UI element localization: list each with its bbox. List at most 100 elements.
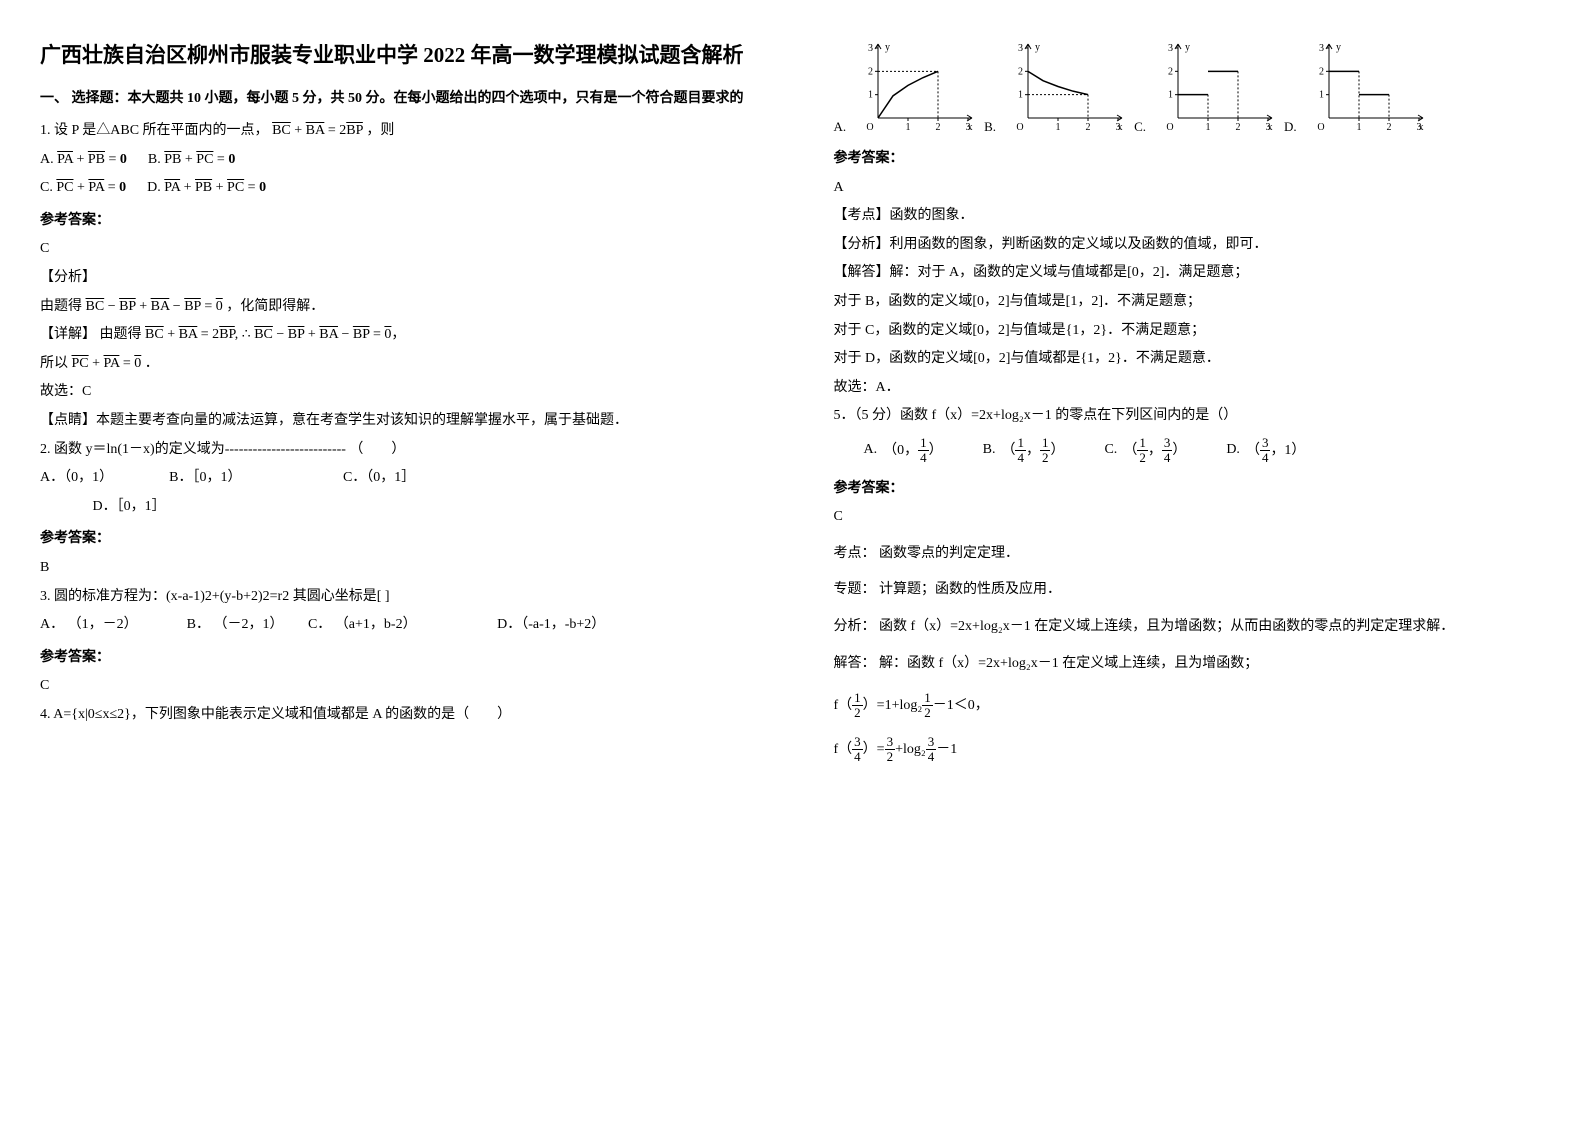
q1-optB-label: B. xyxy=(148,152,161,167)
svg-text:2: 2 xyxy=(1235,122,1240,133)
q3-optD: D．（-a-1，-b+2） xyxy=(497,617,605,632)
svg-text:2: 2 xyxy=(1086,122,1091,133)
q1-optB: PB + PC = 0 xyxy=(164,152,235,167)
q3-stem: 3. 圆的标准方程为：(x-a-1)2+(y-b+2)2=r2 其圆心坐标是[ … xyxy=(40,584,754,611)
svg-text:2: 2 xyxy=(936,122,941,133)
svg-text:O: O xyxy=(1016,122,1023,133)
q5-optD-label: D. xyxy=(1226,437,1240,464)
svg-text:x: x xyxy=(968,122,973,133)
svg-text:y: y xyxy=(885,42,890,53)
q1-detail-a: 由题得 xyxy=(100,327,142,342)
q5-optC-label: C. xyxy=(1104,437,1117,464)
q1-analysis-head: 【分析】 xyxy=(40,265,754,292)
svg-text:3: 3 xyxy=(1319,43,1324,54)
q5-optB-label: B. xyxy=(983,437,996,464)
svg-text:2: 2 xyxy=(1319,66,1324,77)
q1-suoyi-c: ． xyxy=(145,356,159,371)
q1-suoyi-a: 所以 xyxy=(40,356,68,371)
q1-gu: 故选：C xyxy=(40,379,754,406)
q4-kd: 【考点】函数的图象． xyxy=(834,203,1548,230)
q5-zt: 专题： 计算题；函数的性质及应用． xyxy=(834,577,1548,604)
svg-text:2: 2 xyxy=(868,66,873,77)
q1-analysis-c: ，化简即得解． xyxy=(226,299,324,314)
left-column: 广西壮族自治区柳州市服装专业职业中学 2022 年高一数学理模拟试题含解析 一、… xyxy=(0,0,794,1122)
q1-stem: 1. 设 P 是△ABC 所在平面内的一点， BC + BA = 2BP ，则 xyxy=(40,118,754,145)
q5-optA-text: （0，14） xyxy=(883,436,943,466)
q3-answer: C xyxy=(40,673,754,700)
q5-jd: 解答： 解：函数 f（x）=2x+log₂x－1 在定义域上连续，且为增函数； xyxy=(834,651,1548,678)
svg-text:3: 3 xyxy=(868,43,873,54)
q3-opts: A． （1，－2） B． （－2，1） C． （a+1，b-2） D．（-a-1… xyxy=(40,612,754,639)
svg-text:1: 1 xyxy=(1319,90,1324,101)
q2-opts-row2: D．［0，1］ xyxy=(40,494,754,521)
section-1-heading: 一、 选择题：本大题共 10 小题，每小题 5 分，共 50 分。在每小题给出的… xyxy=(40,86,754,113)
svg-text:2: 2 xyxy=(1018,66,1023,77)
q1-answer: C xyxy=(40,236,754,263)
q2-optB: B．［0，1） xyxy=(169,470,241,485)
svg-text:O: O xyxy=(867,122,874,133)
svg-text:O: O xyxy=(1166,122,1173,133)
graph-C: 123123Oxy xyxy=(1156,40,1276,140)
q1-analysis-a: 由题得 xyxy=(40,299,82,314)
svg-text:1: 1 xyxy=(1056,122,1061,133)
q4-gu: 故选：A． xyxy=(834,375,1548,402)
q1-optC-label: C. xyxy=(40,180,53,195)
q3-optB: B． （－2，1） xyxy=(187,617,284,632)
q5-f1: f（12）=1+log₂12－1＜0， xyxy=(834,691,1548,721)
q3-optC: C． （a+1，b-2） xyxy=(308,617,417,632)
graph-B: 123123Oxy xyxy=(1006,40,1126,140)
q1-opts-row2: C. PC + PA = 0 D. PA + PB + PC = 0 xyxy=(40,175,754,202)
graph-A: 123123Oxy xyxy=(856,40,976,140)
q5-optA-label: A. xyxy=(864,437,878,464)
q5-optA: A. （0，14） xyxy=(864,436,943,466)
q5-optB-text: （14，12） xyxy=(1001,436,1064,466)
graph-D: 123123Oxy xyxy=(1307,40,1427,140)
q1-optD-label: D. xyxy=(147,180,161,195)
q3-answer-heading: 参考答案： xyxy=(40,645,754,672)
svg-text:O: O xyxy=(1317,122,1324,133)
svg-text:x: x xyxy=(1118,122,1123,133)
q1-analysis: 由题得 BC − BP + BA − BP = 0 ，化简即得解． xyxy=(40,294,754,321)
q5-kd: 考点： 函数零点的判定定理． xyxy=(834,541,1548,568)
q5-optC-text: （12，34） xyxy=(1123,436,1186,466)
svg-text:y: y xyxy=(1185,42,1190,53)
q4-jd-B: 对于 B，函数的定义域[0，2]与值域是[1，2]．不满足题意； xyxy=(834,289,1548,316)
q4-jd-D: 对于 D，函数的定义域[0，2]与值域都是{1，2}．不满足题意． xyxy=(834,346,1548,373)
q1-detail: 【详解】 由题得 BC + BA = 2BP, ∴ BC − BP + BA −… xyxy=(40,322,754,349)
svg-text:1: 1 xyxy=(1018,90,1023,101)
svg-text:1: 1 xyxy=(868,90,873,101)
q5-optB: B. （14，12） xyxy=(983,436,1065,466)
q2-optD: D．［0，1］ xyxy=(93,499,166,514)
svg-text:1: 1 xyxy=(1168,90,1173,101)
q1-answer-heading: 参考答案： xyxy=(40,208,754,235)
q1-optA-label: A. xyxy=(40,152,54,167)
svg-text:x: x xyxy=(1267,122,1272,133)
q5-f2: f（34）=32+log₂34－1 xyxy=(834,735,1548,765)
q4-jd-C: 对于 C，函数的定义域[0，2]与值域是{1，2}．不满足题意； xyxy=(834,318,1548,345)
svg-text:y: y xyxy=(1336,42,1341,53)
graph-D-label: D. xyxy=(1284,115,1297,140)
q1-opts-row1: A. PA + PB = 0 B. PB + PC = 0 xyxy=(40,147,754,174)
svg-text:1: 1 xyxy=(1205,122,1210,133)
q3-optA: A． （1，－2） xyxy=(40,617,138,632)
q5-answer-heading: 参考答案： xyxy=(834,476,1548,503)
q1-optC: PC + PA = 0 xyxy=(56,180,126,195)
svg-text:3: 3 xyxy=(1018,43,1023,54)
q1-suoyi: 所以 PC + PA = 0 ． xyxy=(40,351,754,378)
q5-stem: 5．（5 分）函数 f（x）=2x+log₂x－1 的零点在下列区间内的是（） xyxy=(834,403,1548,430)
q1-detail-eq: BC + BA = 2BP, ∴ BC − BP + BA − BP = 0 xyxy=(145,327,391,342)
svg-text:3: 3 xyxy=(1168,43,1173,54)
q1-optA: PA + PB = 0 xyxy=(57,152,127,167)
q1-dianjing: 【点睛】本题主要考查向量的减法运算，意在考查学生对该知识的理解掌握水平，属于基础… xyxy=(40,408,754,435)
q4-stem: 4. A={x|0≤x≤2}，下列图象中能表示定义域和值域都是 A 的函数的是（… xyxy=(40,702,754,729)
q2-optA: A．（0，1） xyxy=(40,470,113,485)
q5-fx: 分析： 函数 f（x）=2x+log₂x－1 在定义域上连续，且为增函数；从而由… xyxy=(834,614,1548,641)
q4-answer-heading: 参考答案： xyxy=(834,146,1548,173)
svg-text:x: x xyxy=(1418,122,1423,133)
q4-answer: A xyxy=(834,175,1548,202)
svg-text:2: 2 xyxy=(1386,122,1391,133)
q5-options: A. （0，14） B. （14，12） C. （12，34） D. （34，1… xyxy=(864,436,1548,466)
q5-answer: C xyxy=(834,504,1548,531)
q1-suoyi-eq: PC + PA = 0 xyxy=(72,356,142,371)
q1-optD: PA + PB + PC = 0 xyxy=(164,180,266,195)
